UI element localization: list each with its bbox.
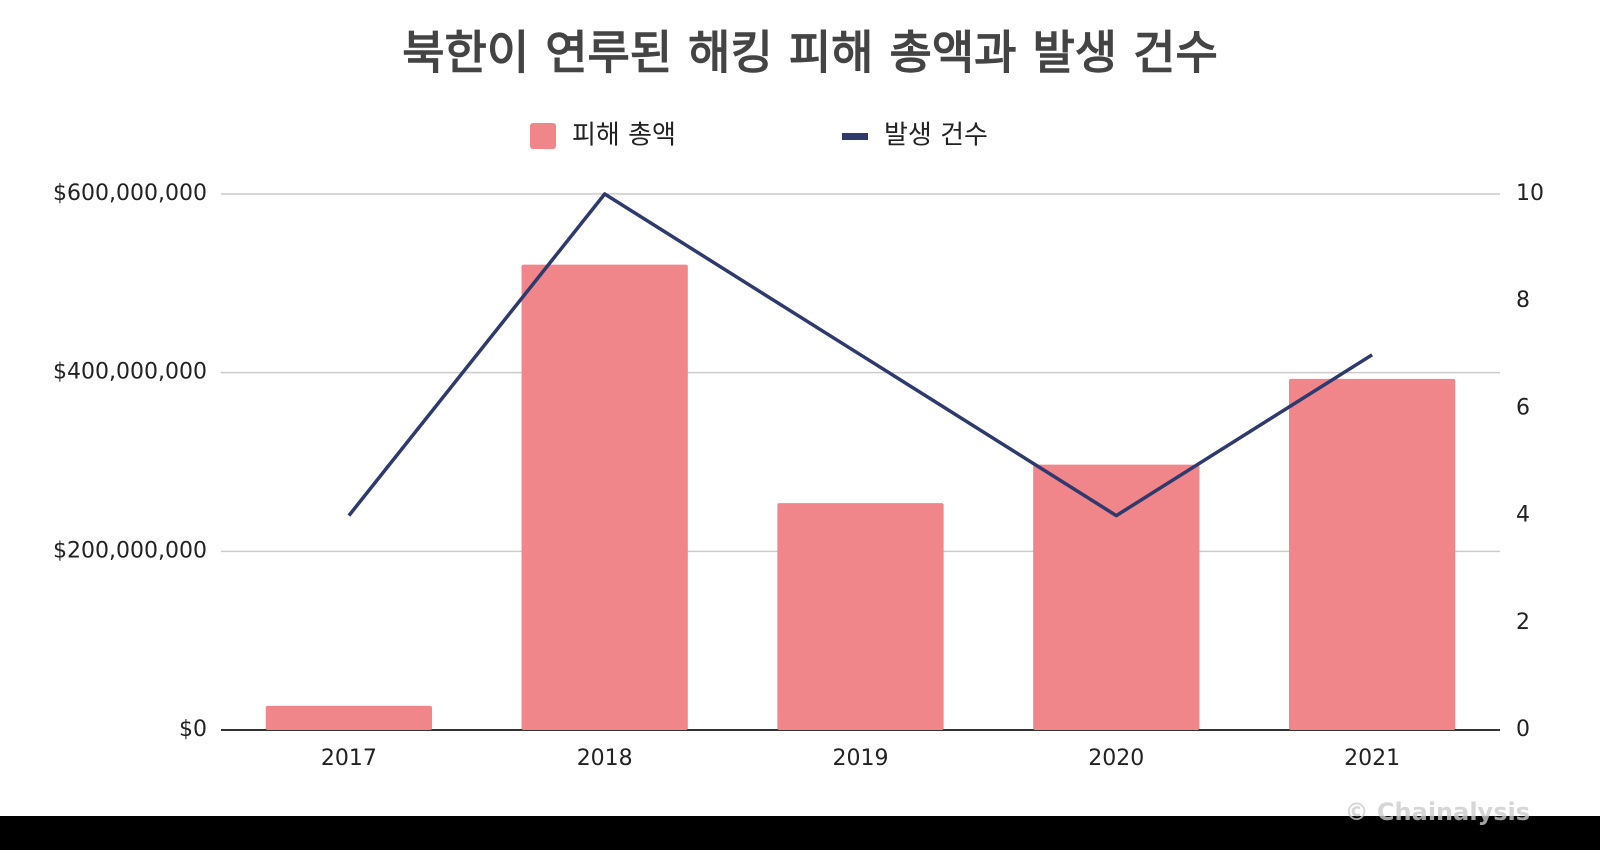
x-tick-label: 2019	[833, 746, 889, 771]
y2-tick-label: 4	[1516, 503, 1530, 528]
y-tick-label: $200,000,000	[53, 538, 207, 563]
legend-label: 발생 건수	[884, 121, 988, 151]
x-tick-label: 2020	[1088, 746, 1144, 771]
y2-tick-label: 6	[1516, 395, 1530, 420]
y-tick-label: $400,000,000	[53, 360, 207, 385]
bar	[1033, 464, 1200, 730]
bar	[521, 264, 688, 730]
bar	[265, 705, 433, 730]
bar	[1288, 378, 1456, 730]
y2-tick-label: 10	[1516, 181, 1544, 206]
legend-swatch	[530, 123, 556, 149]
y-tick-label: $0	[179, 717, 207, 742]
legend-label: 피해 총액	[572, 121, 676, 151]
footer-bar	[0, 816, 1600, 850]
watermark: © Chainalysis	[1345, 798, 1530, 826]
bar	[777, 503, 944, 730]
legend-swatch	[842, 133, 868, 140]
y2-tick-label: 8	[1516, 288, 1530, 313]
x-tick-label: 2018	[577, 746, 633, 771]
line	[347, 192, 1374, 518]
chart-title: 북한이 연루된 해킹 피해 총액과 발생 건수	[402, 26, 1218, 80]
y-tick-label: $600,000,000	[53, 181, 207, 206]
y2-tick-label: 0	[1516, 717, 1530, 742]
x-tick-label: 2021	[1344, 746, 1400, 771]
x-tick-label: 2017	[321, 746, 377, 771]
y2-tick-label: 2	[1516, 610, 1530, 635]
